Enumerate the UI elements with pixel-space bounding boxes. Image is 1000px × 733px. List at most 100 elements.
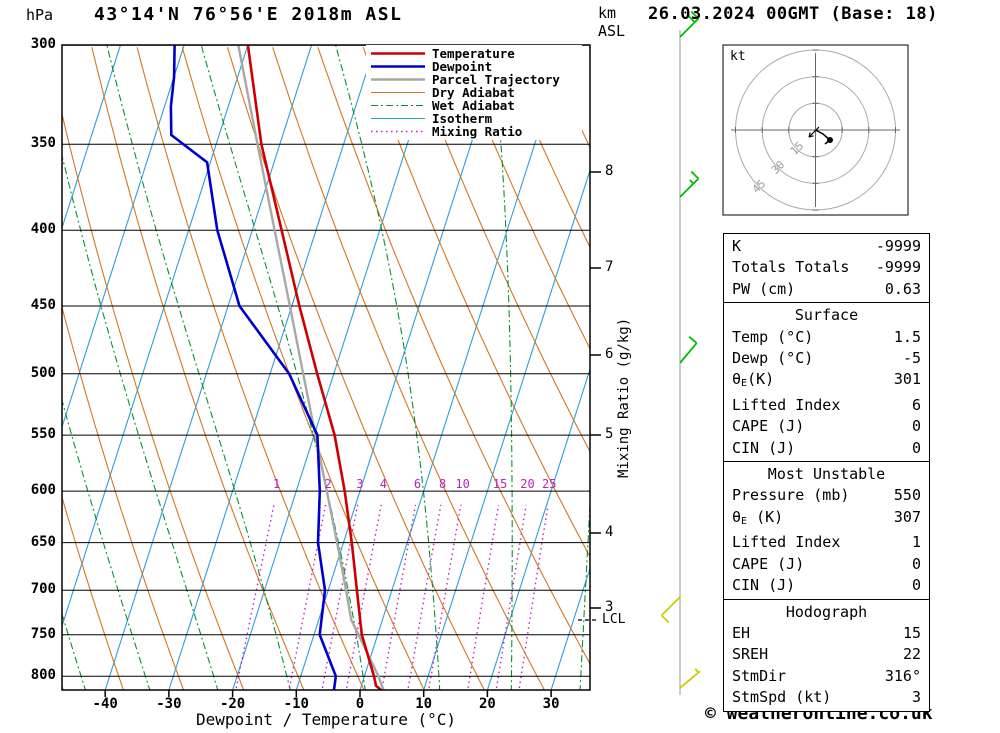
row-value: 301 [893, 370, 921, 389]
row-label: Lifted Index [732, 395, 841, 414]
legend-item: Mixing Ratio [370, 125, 578, 138]
row-label: θE (K) [732, 507, 784, 527]
table-row: EH 15 [724, 623, 929, 644]
mixing-ratio-axis-label: Mixing Ratio (g/kg) [616, 317, 632, 478]
legend-item: Isotherm [370, 112, 578, 125]
table-row: Pressure (mb) 550 [724, 485, 929, 506]
wind-barb [679, 10, 700, 38]
legend-item: Dewpoint [370, 60, 578, 73]
wind-barb-column [660, 10, 701, 695]
table-section-hodograph: Hodograph EH 15 SREH 22 StmDir 316° StmSpd (kt)… [724, 598, 929, 711]
pressure-tick-label: 750 [30, 625, 56, 642]
legend-label: Temperature [432, 46, 515, 61]
legend-line-sample [371, 65, 425, 68]
row-label-subscript: E [741, 515, 748, 527]
mixing-ratio-value-label: 20 [520, 477, 535, 491]
km-tick-label: 3 [605, 599, 614, 615]
row-value: 22 [902, 645, 921, 664]
temperature-tick-label: -10 [283, 696, 309, 712]
km-tick-label: 5 [605, 426, 614, 442]
legend-label: Parcel Trajectory [432, 72, 560, 87]
row-label: CIN (J) [732, 576, 796, 595]
temperature-axis-ticks [104, 690, 552, 697]
legend-label: Dry Adiabat [432, 85, 515, 100]
mixing-ratio-value-label: 4 [379, 477, 387, 491]
temperature-tick-label: -40 [92, 696, 118, 712]
asl-axis-label: ASL [598, 22, 626, 40]
pressure-tick-label: 350 [30, 135, 56, 152]
legend-line-sample [371, 104, 425, 107]
temperature-tick-label: 30 [542, 696, 560, 712]
table-row: K -9999 [724, 236, 929, 257]
row-value: 307 [893, 507, 921, 526]
temperature-curve [246, 45, 384, 690]
row-value: 0 [911, 554, 921, 573]
wind-barb [679, 170, 700, 198]
parcel-trajectory-curve [237, 45, 385, 690]
row-value: 1 [911, 533, 921, 552]
legend-label: Dewpoint [432, 59, 493, 74]
table-row: Totals Totals -9999 [724, 257, 929, 278]
dewpoint-curve [169, 45, 338, 690]
km-tick-label: 7 [605, 259, 614, 275]
table-row: θE (K) 307 [724, 507, 929, 532]
pressure-tick-label: 300 [30, 36, 56, 53]
table-row: StmSpd (kt) 3 [724, 687, 929, 708]
pressure-tick-label: 600 [30, 482, 56, 499]
row-label: PW (cm) [732, 279, 796, 298]
row-label: CAPE (J) [732, 417, 805, 436]
mixing-ratio-value-label: 6 [413, 477, 422, 491]
mixing-ratio-value-label: 8 [438, 477, 447, 491]
legend-line-sample [371, 52, 425, 55]
km-tick-label: 8 [605, 163, 614, 179]
x-axis-label: Dewpoint / Temperature (°C) [195, 710, 457, 729]
station-title: 43°14'N 76°56'E 2018m ASL [94, 4, 403, 25]
row-value: -9999 [875, 237, 921, 255]
legend-item: Temperature [370, 47, 578, 60]
table-row: SREH 22 [724, 644, 929, 665]
table-row: θE(K) 301 [724, 369, 929, 394]
row-value: -5 [902, 349, 921, 368]
km-tick-label: 6 [605, 346, 614, 362]
mixing-ratio-value-label: 2 [324, 477, 332, 491]
row-label-subscript: E [741, 378, 748, 390]
row-value: 3 [911, 688, 921, 707]
temperature-tick-label: -20 [219, 696, 246, 712]
pressure-tick-label: 650 [30, 533, 56, 550]
table-row: Temp (°C) 1.5 [724, 327, 929, 348]
sounding-curves [169, 45, 385, 690]
pressure-tick-label: 450 [30, 296, 56, 313]
km-axis-label: km [598, 4, 617, 22]
table-row: Dewp (°C) -5 [724, 348, 929, 369]
legend-line-sample [371, 130, 425, 133]
table-section-header: Hodograph [785, 602, 868, 621]
legend-label: Isotherm [432, 111, 493, 126]
row-label: Lifted Index [732, 533, 841, 552]
table-row: PW (cm) 0.63 [724, 279, 929, 300]
plot-border [61, 44, 591, 691]
row-value: 15 [902, 623, 921, 642]
hodograph [722, 44, 909, 216]
km-tick-label: 4 [605, 524, 614, 540]
pressure-tick-label: 500 [30, 364, 56, 381]
pressure-tick-label: 400 [30, 221, 56, 238]
legend-item: Dry Adiabat [370, 86, 578, 99]
legend: Temperature Dewpoint Parcel Trajectory Dry … [366, 45, 582, 140]
run-datetime-title: 26.03.2024 00GMT (Base: 18) [648, 4, 938, 24]
row-label: CAPE (J) [732, 554, 805, 573]
mixing-ratio-value-label: 10 [455, 477, 470, 491]
row-value: 6 [911, 395, 921, 414]
temperature-tick-label: 0 [355, 696, 365, 712]
legend-line-sample [371, 78, 425, 81]
table-section-indices: K -9999 Totals Totals -9999 PW (cm) 0.63 [724, 234, 929, 302]
row-value: 0 [911, 576, 921, 595]
temperature-tick-label: 20 [478, 696, 496, 712]
row-label: Pressure (mb) [732, 486, 850, 505]
km-axis-ticks [590, 171, 601, 609]
legend-item: Parcel Trajectory [370, 73, 578, 86]
row-label: StmSpd (kt) [732, 688, 832, 707]
hodograph-unit-label: kt [730, 49, 746, 64]
row-label: K [732, 237, 742, 255]
